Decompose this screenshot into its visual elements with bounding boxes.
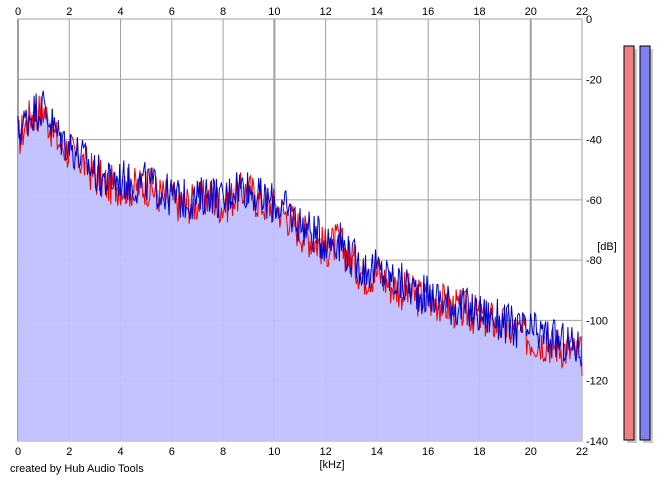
x-tick-label-bottom: 0 (15, 446, 21, 458)
y-tick-label: -120 (586, 376, 608, 388)
x-tick-label-bottom: 10 (268, 446, 280, 458)
y-tick-label: -80 (586, 255, 602, 267)
x-tick-label-bottom: 6 (169, 446, 175, 458)
x-tick-label-top: 6 (169, 6, 175, 18)
series-line (17, 90, 583, 368)
x-tick-label-top: 4 (117, 6, 123, 18)
spectrum-fill (18, 106, 582, 442)
y-tick-label: -20 (586, 74, 602, 86)
series-group (17, 90, 583, 376)
x-tick-label-top: 2 (66, 6, 72, 18)
x-tick-label-bottom: 22 (576, 446, 588, 458)
level-meter (639, 45, 651, 441)
x-tick-label-bottom: 18 (473, 446, 485, 458)
x-tick-label-top: 22 (576, 6, 588, 18)
x-ticks-bottom: 0 2 4 6 8 10 12 14 16 18 20 22 (15, 446, 588, 458)
x-tick-label-top: 16 (422, 6, 434, 18)
x-tick-label-bottom: 8 (220, 446, 226, 458)
x-tick-label-top: 18 (473, 6, 485, 18)
x-tick-label-top: 20 (525, 6, 537, 18)
level-meter (623, 45, 635, 441)
x-tick-label-bottom: 16 (422, 446, 434, 458)
y-tick-label: -100 (586, 315, 608, 327)
y-tick-label: -140 (586, 436, 608, 448)
x-tick-label-top: 14 (371, 6, 383, 18)
spectrum-area (18, 106, 582, 442)
x-ticks-top: 0 2 4 6 8 10 12 14 16 18 20 22 (15, 6, 588, 18)
x-tick-label-top: 10 (268, 6, 280, 18)
y-tick-label: -60 (586, 195, 602, 207)
x-tick-label-bottom: 20 (525, 446, 537, 458)
x-tick-label-top: 8 (220, 6, 226, 18)
y-ticks: 0 -20 -40 -60 -80 -100 -120 -140 (586, 14, 608, 448)
credit-text: created by Hub Audio Tools (10, 463, 144, 475)
y-tick-label: 0 (586, 14, 592, 26)
x-tick-label-top: 12 (320, 6, 332, 18)
x-axis-label: [kHz] (319, 459, 344, 471)
x-tick-label-bottom: 12 (320, 446, 332, 458)
x-tick-label-bottom: 4 (117, 446, 123, 458)
x-tick-label-bottom: 2 (66, 446, 72, 458)
y-tick-label: -40 (586, 135, 602, 147)
x-tick-label-top: 0 (15, 6, 21, 18)
y-axis-label: [dB] (597, 241, 617, 253)
level-meters (623, 45, 653, 443)
x-tick-label-bottom: 14 (371, 446, 383, 458)
